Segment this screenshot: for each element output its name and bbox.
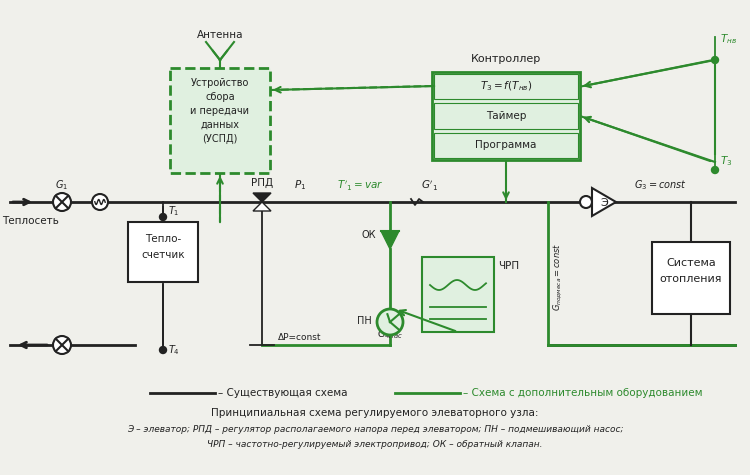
Text: Принципиальная схема регулируемого элеваторного узла:: Принципиальная схема регулируемого элева… [211,408,538,418]
Text: $T_3=f(T_{нв})$: $T_3=f(T_{нв})$ [480,80,532,94]
Text: отопления: отопления [660,274,722,284]
Circle shape [160,346,166,353]
Text: ЧРП – частотно-регулируемый электропривод; ОК – обратный клапан.: ЧРП – частотно-регулируемый электроприво… [207,440,543,449]
Text: $P_1$: $P_1$ [294,178,306,192]
Text: $G_3=const$: $G_3=const$ [634,178,687,192]
Text: – Схема с дополнительным оборудованием: – Схема с дополнительным оборудованием [463,388,703,398]
Text: ОК: ОК [362,230,376,240]
Polygon shape [253,202,271,211]
Text: данных: данных [200,120,239,130]
FancyBboxPatch shape [434,74,578,99]
Circle shape [92,194,108,210]
Text: $G_1$: $G_1$ [56,178,68,192]
Text: $T_4$: $T_4$ [168,343,180,357]
Text: $T_1$: $T_1$ [168,204,179,218]
FancyBboxPatch shape [434,104,578,129]
FancyBboxPatch shape [652,242,730,314]
FancyBboxPatch shape [432,72,580,160]
Text: Э: Э [600,198,608,208]
Text: Тепло-: Тепло- [145,234,182,244]
Text: РПД: РПД [251,178,273,188]
Text: Контроллер: Контроллер [471,54,542,64]
Text: Программа: Программа [476,140,537,150]
Text: ЧРП: ЧРП [498,261,519,271]
Text: счетчик: счетчик [141,250,184,260]
Text: $T_3$: $T_3$ [720,154,733,168]
Polygon shape [592,188,616,216]
Text: Система: Система [666,258,716,268]
Text: Таймер: Таймер [486,111,526,121]
FancyBboxPatch shape [128,222,198,282]
Text: ПН: ПН [357,316,372,326]
Text: ΔP=const: ΔP=const [278,333,322,342]
Text: $T'_1=var$: $T'_1=var$ [337,179,383,193]
Text: $G'_1$: $G'_1$ [422,179,439,193]
Circle shape [712,57,718,64]
Circle shape [712,167,718,173]
Text: (УСПД): (УСПД) [202,134,238,144]
Text: Антенна: Антенна [196,30,243,40]
Text: Устройство: Устройство [190,78,249,88]
Text: $G_{подмеса}=const$: $G_{подмеса}=const$ [551,243,563,311]
FancyBboxPatch shape [434,133,578,158]
Text: сбора: сбора [206,92,235,102]
Circle shape [377,309,403,335]
Text: – Существующая схема: – Существующая схема [218,388,347,398]
FancyBboxPatch shape [422,257,494,332]
Polygon shape [381,231,399,249]
Polygon shape [253,193,271,202]
Text: Теплосеть: Теплосеть [2,216,58,226]
Text: $T_{нв}$: $T_{нв}$ [720,32,737,46]
Circle shape [53,336,71,354]
FancyBboxPatch shape [170,68,270,173]
Text: $G_{4нас}$: $G_{4нас}$ [377,327,403,341]
Text: и передачи: и передачи [190,106,250,116]
Circle shape [53,193,71,211]
Text: Э – элеватор; РПД – регулятор располагаемого напора перед элеватором; ПН – подме: Э – элеватор; РПД – регулятор располагае… [127,425,623,434]
Circle shape [580,196,592,208]
Circle shape [160,213,166,220]
